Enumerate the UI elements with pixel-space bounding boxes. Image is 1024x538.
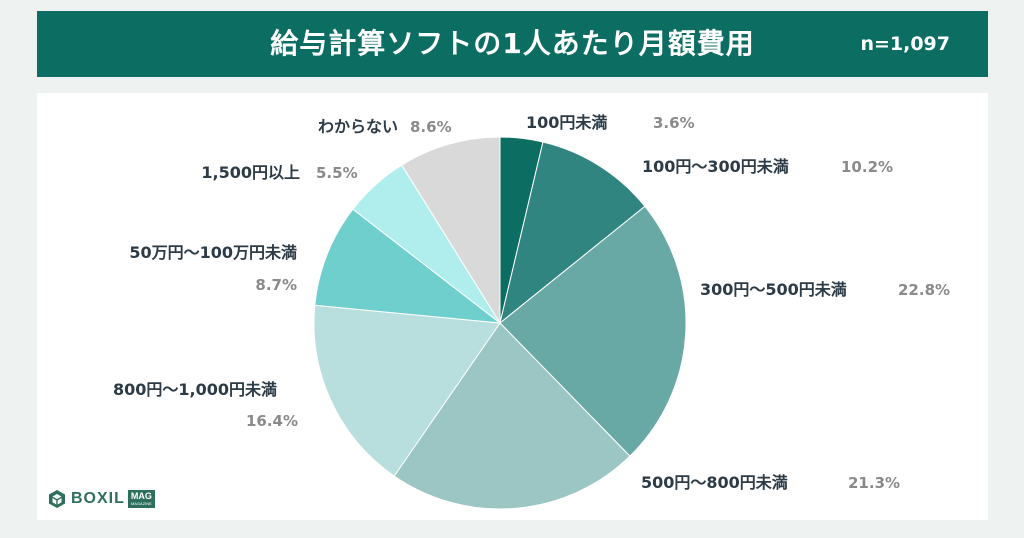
pie-slice-1 [499,141,646,325]
slice-percent-3: 21.3% [848,474,900,492]
slice-label-4: 800円～1,000円未満 [113,380,277,399]
slice-percent-1: 10.2% [841,158,893,176]
pie-slice-7 [401,136,501,325]
pie-slice-5 [314,208,502,324]
slice-label-3: 500円～800円未満 [641,473,788,492]
logo-mag-badge: MAG MAGAZINE [127,490,155,508]
sample-size: n=1,097 [860,33,950,55]
slice-label-0: 100円未満 [526,113,607,132]
slice-percent-4: 16.4% [246,412,298,430]
boxil-logo: BOXIL MAG MAGAZINE [47,488,155,510]
logo-mag-sub: MAGAZINE [130,501,152,506]
slice-label-2: 300円～500円未満 [700,280,847,299]
slice-percent-6: 5.5% [316,164,358,182]
pie-labels: 100円未満 3.6% 100円～300円未満 10.2% 300円～500円未… [113,113,950,492]
logo-word: BOXIL [71,490,125,507]
pie-slice-4 [313,304,501,477]
chart-title: 給与計算ソフトの1人あたり月額費用 [270,27,755,60]
boxil-cube-icon [49,490,65,508]
slice-percent-7: 8.6% [410,118,452,136]
pie-slices [313,136,687,510]
slice-label-7: わからない [318,117,398,136]
slice-label-6: 1,500円以上 [201,163,300,182]
slice-percent-0: 3.6% [653,114,695,132]
title-bar: 給与計算ソフトの1人あたり月額費用 n=1,097 [37,11,988,77]
slice-label-5: 50万円～100万円未満 [129,243,297,262]
pie-slice-3 [393,322,631,510]
slice-percent-2: 22.8% [898,281,950,299]
slice-percent-5: 8.7% [255,276,297,294]
slice-label-1: 100円～300円未満 [642,157,789,176]
logo-mag-text: MAG [130,491,152,501]
pie-slice-2 [499,205,687,457]
